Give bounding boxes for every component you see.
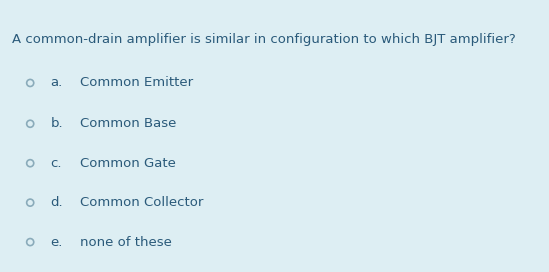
Text: Common Gate: Common Gate [80, 157, 176, 170]
Text: Common Collector: Common Collector [80, 196, 203, 209]
Text: b.: b. [51, 117, 63, 130]
Text: none of these: none of these [80, 236, 171, 249]
Text: a.: a. [51, 76, 63, 89]
Text: c.: c. [51, 157, 62, 170]
Text: e.: e. [51, 236, 63, 249]
Text: Common Base: Common Base [80, 117, 176, 130]
Text: A common-drain amplifier is similar in configuration to which BJT amplifier?: A common-drain amplifier is similar in c… [12, 33, 516, 46]
Text: Common Emitter: Common Emitter [80, 76, 193, 89]
Text: d.: d. [51, 196, 63, 209]
